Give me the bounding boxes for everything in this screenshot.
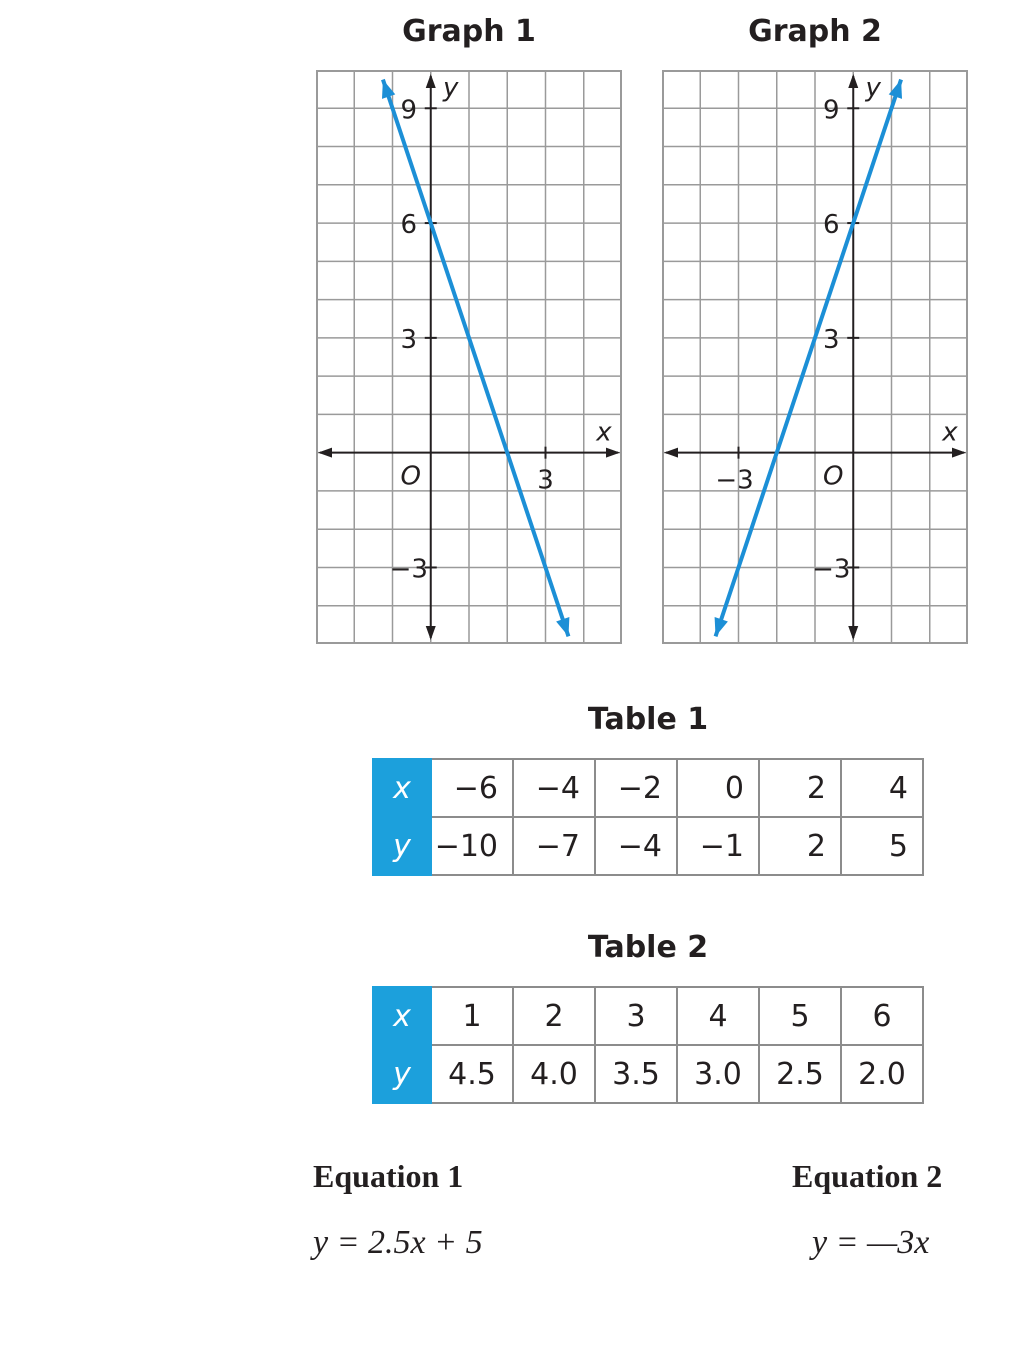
data-line-arrow-start [381, 79, 396, 99]
origin-label: O [823, 462, 843, 492]
y-tick-label: −3 [390, 554, 428, 584]
y-tick-label: 6 [400, 210, 417, 240]
table-1: x −6 −4 −2 0 2 4 y −10 −7 −4 −1 2 5 [372, 758, 924, 876]
table-cell: 4 [840, 758, 924, 818]
x-axis-arrow-left [318, 447, 332, 458]
y-tick-label: 9 [823, 95, 840, 125]
y-tick-label: 3 [823, 325, 840, 355]
table-row-y: y −10 −7 −4 −1 2 5 [372, 816, 924, 876]
table-cell: 6 [840, 986, 924, 1046]
equation-1-title: Equation 1 [313, 1158, 464, 1194]
table-cell: 4.5 [430, 1044, 514, 1104]
table-cell: 2.5 [758, 1044, 842, 1104]
table-cell: −4 [512, 758, 596, 818]
table-cell: −4 [594, 816, 678, 876]
y-tick-label: −3 [812, 554, 850, 584]
equation-2-title: Equation 2 [792, 1158, 943, 1194]
y-axis-label: y [865, 73, 882, 103]
data-line [713, 78, 903, 637]
table-cell: 3.5 [594, 1044, 678, 1104]
x-header: x [372, 986, 432, 1046]
table-row-x: x −6 −4 −2 0 2 4 [372, 758, 924, 818]
y-tick-label: 3 [400, 325, 417, 355]
grid [316, 70, 622, 644]
y-axis-arrow-down [848, 626, 859, 640]
equation-2-text: y = —3x [812, 1224, 930, 1261]
graph-1-title: Graph 1 [402, 14, 536, 49]
x-tick-label: 3 [537, 466, 554, 496]
table-1-title: Table 1 [587, 702, 709, 737]
y-header: y [372, 816, 432, 876]
data-line-arrow-end [888, 79, 903, 99]
table-2-title: Table 2 [587, 930, 709, 965]
y-axis-arrow-up [425, 74, 436, 88]
y-header: y [372, 1044, 432, 1104]
series-line [381, 78, 571, 637]
series-line [713, 78, 903, 637]
x-header: x [372, 758, 432, 818]
axes [318, 74, 620, 640]
table-cell: −6 [430, 758, 514, 818]
y-axis-arrow-down [425, 626, 436, 640]
table-cell: 2.0 [840, 1044, 924, 1104]
data-line-arrow-start [714, 617, 728, 637]
x-tick-label: −3 [715, 466, 753, 496]
table-cell: −1 [676, 816, 760, 876]
data-line [381, 78, 571, 637]
graph-2: y x O −3 3 6 9 −3 [662, 70, 968, 644]
axes [664, 74, 966, 640]
x-axis-label: x [595, 418, 612, 448]
y-tick-label: 6 [823, 210, 840, 240]
table-cell: 3 [594, 986, 678, 1046]
table-cell: −7 [512, 816, 596, 876]
origin-label: O [401, 462, 421, 492]
table-cell: −10 [430, 816, 514, 876]
x-axis-label: x [941, 418, 958, 448]
table-cell: 3.0 [676, 1044, 760, 1104]
axis-labels: y x O −3 3 6 9 −3 [715, 73, 958, 584]
y-axis-label: y [442, 73, 459, 103]
x-axis-arrow-right [952, 447, 966, 458]
equation-1-text: y = 2.5x + 5 [313, 1224, 483, 1261]
x-axis-arrow-left [664, 447, 678, 458]
table-cell: 2 [758, 758, 842, 818]
graph-1: y x O −3 3 6 9 3 [316, 70, 622, 644]
table-cell: 4 [676, 986, 760, 1046]
table-cell: −2 [594, 758, 678, 818]
data-line-arrow-end [556, 617, 570, 637]
table-cell: 4.0 [512, 1044, 596, 1104]
table-cell: 5 [758, 986, 842, 1046]
axis-labels: y x O −3 3 6 9 3 [390, 73, 613, 584]
graph-2-title: Graph 2 [748, 14, 882, 49]
table-row-y: y 4.5 4.0 3.5 3.0 2.5 2.0 [372, 1044, 924, 1104]
table-cell: 5 [840, 816, 924, 876]
x-axis-arrow-right [606, 447, 620, 458]
table-cell: 0 [676, 758, 760, 818]
table-cell: 2 [512, 986, 596, 1046]
y-axis-arrow-up [848, 74, 859, 88]
table-cell: 1 [430, 986, 514, 1046]
table-2: x 1 2 3 4 5 6 y 4.5 4.0 3.5 3.0 2.5 2.0 [372, 986, 924, 1104]
y-tick-label: 9 [400, 95, 417, 125]
table-cell: 2 [758, 816, 842, 876]
table-row-x: x 1 2 3 4 5 6 [372, 986, 924, 1046]
